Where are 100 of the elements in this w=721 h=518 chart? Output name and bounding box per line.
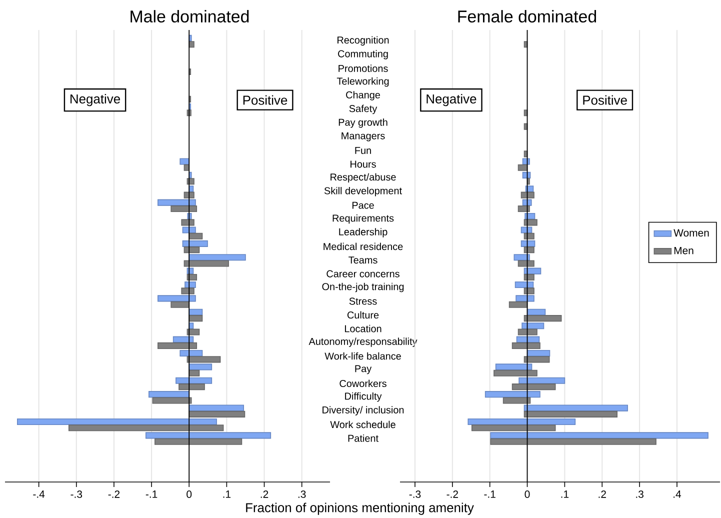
bar [524, 314, 562, 322]
x-tick-label: 0 [186, 490, 192, 498]
bar [188, 404, 244, 412]
bar [524, 246, 534, 254]
bar [170, 301, 190, 308]
y-tick-label: Difficulty [345, 392, 382, 402]
bar [188, 410, 246, 418]
x-tick-label: -.1 [484, 490, 496, 498]
bar [522, 322, 544, 330]
x-tick-label: -.1 [146, 490, 158, 498]
bar [495, 364, 532, 370]
bar [524, 274, 534, 280]
bar [494, 370, 538, 376]
y-tick-label: Work schedule [330, 420, 396, 428]
x-tick-label: .3 [298, 490, 306, 498]
bar [158, 199, 196, 206]
legend-label: Men [674, 246, 694, 254]
y-tick-label: Pay growth [338, 118, 388, 128]
bar [502, 397, 531, 404]
bar [146, 432, 272, 439]
x-axis-title: Fraction of opinions mentioning amenity [246, 502, 474, 515]
bar [524, 268, 542, 274]
annotation: Positive [583, 95, 627, 105]
x-tick-label: 0 [524, 490, 530, 498]
y-tick-label: Location [344, 324, 382, 332]
y-tick-label: Pay [355, 365, 372, 374]
x-tick-label: -.2 [108, 490, 120, 498]
bar [176, 377, 212, 384]
y-tick-label: Recognition [338, 36, 389, 46]
bar [182, 240, 208, 247]
bar [17, 418, 217, 425]
bar [158, 342, 198, 349]
bar [514, 281, 534, 288]
bar [154, 438, 242, 445]
x-tick-label: -.3 [70, 490, 82, 498]
annotation: Positive [243, 95, 288, 105]
bar [518, 205, 530, 212]
x-tick-label: .3 [636, 490, 644, 498]
y-tick-label: Diversity/ inclusion [322, 406, 404, 416]
x-tick-label: -.3 [409, 490, 421, 498]
y-tick-label: Fun [355, 146, 371, 154]
bar [68, 424, 224, 432]
bar [181, 288, 194, 294]
y-tick-label: Hours [350, 160, 376, 168]
bar [152, 397, 192, 404]
bar [522, 158, 530, 165]
y-tick-label: Patient [348, 434, 378, 442]
bar [170, 205, 198, 212]
y-tick-label: Commuting [338, 50, 388, 60]
y-tick-label: Work-life balance [324, 352, 401, 360]
y-tick-label: Teleworking [336, 77, 389, 87]
bar [524, 410, 618, 418]
x-tick-label: .2 [260, 490, 268, 498]
annotation: Negative [426, 94, 476, 106]
bar [508, 301, 528, 308]
chart-title: Male dominated [130, 10, 249, 22]
x-tick-label: .2 [598, 490, 606, 498]
bar [188, 232, 203, 240]
bar [490, 438, 656, 445]
y-tick-label: Skill development [324, 186, 402, 196]
bar [188, 364, 212, 370]
bar [184, 246, 200, 254]
x-tick-label: .1 [223, 490, 231, 498]
y-tick-label: Respect/abuse [330, 173, 396, 182]
bar [518, 328, 538, 336]
bar [524, 404, 628, 412]
bar [518, 260, 534, 267]
bar [522, 199, 532, 206]
bar [182, 226, 196, 234]
x-tick-label: -.4 [33, 490, 45, 498]
bar [516, 295, 534, 302]
y-tick-label: Pace [352, 202, 374, 209]
bar [514, 254, 530, 261]
bar [186, 328, 200, 336]
y-tick-label: Medical residence [324, 242, 403, 250]
bar [520, 226, 532, 234]
bar [520, 192, 534, 198]
y-tick-label: Stress [349, 298, 377, 305]
bar [158, 295, 196, 302]
bar [512, 383, 556, 390]
y-tick-label: Teams [348, 256, 378, 264]
bar [518, 377, 566, 384]
bar [180, 350, 203, 356]
bar [512, 342, 540, 349]
bar [484, 390, 540, 398]
annotation: Negative [70, 94, 120, 106]
bar [468, 418, 576, 425]
bar [524, 232, 534, 240]
y-tick-label: On-the-job training [322, 282, 404, 292]
y-tick-label: Career concerns [326, 270, 400, 278]
bar [186, 356, 221, 363]
bar [184, 260, 229, 267]
bar [188, 370, 200, 376]
legend-label: Women [674, 229, 709, 236]
x-tick-label: -.2 [446, 490, 458, 498]
bar [524, 219, 538, 226]
x-tick-label: .1 [561, 490, 569, 498]
y-tick-label: Promotions [338, 64, 388, 72]
bar [490, 432, 708, 439]
bar [178, 383, 205, 390]
